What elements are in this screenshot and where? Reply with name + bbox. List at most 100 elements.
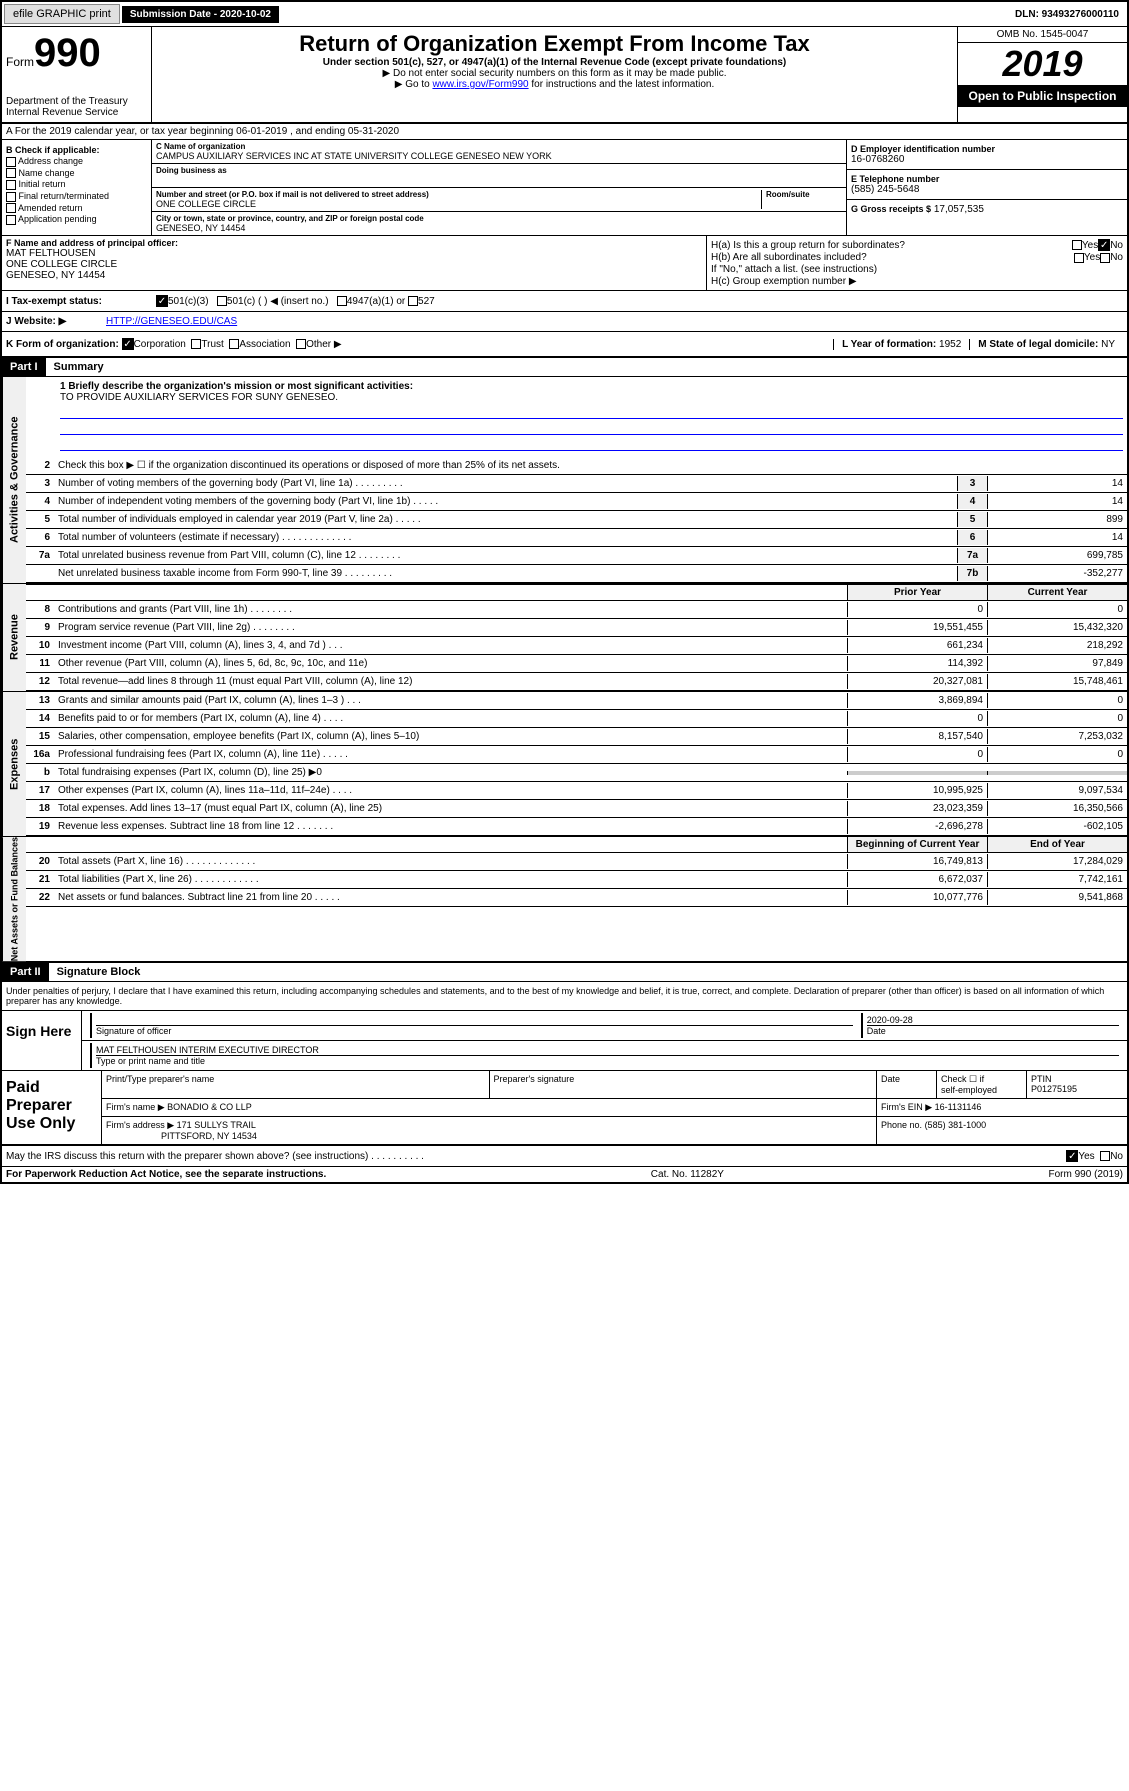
box-f-officer: F Name and address of principal officer:… (2, 236, 707, 290)
checkbox-application-pending[interactable] (6, 215, 16, 225)
lbl-amended-return: Amended return (18, 203, 83, 213)
city-state-zip: GENESEO, NY 14454 (156, 223, 842, 233)
governance-section: Activities & Governance 1 Briefly descri… (2, 377, 1127, 584)
line-num: 12 (26, 676, 54, 687)
prior-year-value: 3,869,894 (847, 693, 987, 708)
line-desc: Grants and similar amounts paid (Part IX… (54, 693, 847, 708)
irs-link[interactable]: www.irs.gov/Form990 (432, 79, 528, 90)
current-year-value: 15,432,320 (987, 620, 1127, 635)
box-c-org-info: C Name of organization CAMPUS AUXILIARY … (152, 140, 847, 235)
discuss-yes-checkbox[interactable]: ✓ (1066, 1150, 1078, 1162)
table-row: 19 Revenue less expenses. Subtract line … (26, 818, 1127, 836)
hb-yes-checkbox[interactable] (1074, 253, 1084, 263)
table-row: Net unrelated business taxable income fr… (26, 565, 1127, 583)
checkbox-name-change[interactable] (6, 168, 16, 178)
lbl-final-return: Final return/terminated (19, 191, 110, 201)
box-b-checkboxes: B Check if applicable: Address change Na… (2, 140, 152, 235)
discuss-row: May the IRS discuss this return with the… (2, 1146, 1127, 1167)
efile-print-button[interactable]: efile GRAPHIC print (4, 4, 120, 24)
line-num: 16a (26, 749, 54, 760)
table-row: 20 Total assets (Part X, line 16) . . . … (26, 853, 1127, 871)
dba-label: Doing business as (156, 166, 842, 175)
table-row: 17 Other expenses (Part IX, column (A), … (26, 782, 1127, 800)
revenue-section: Revenue Prior YearCurrent Year 8 Contrib… (2, 584, 1127, 692)
revenue-label: Revenue (2, 584, 26, 691)
m-label: M State of legal domicile: (978, 339, 1098, 350)
line-desc: Net assets or fund balances. Subtract li… (54, 890, 847, 905)
line-num: 4 (26, 496, 54, 507)
discuss-no-checkbox[interactable] (1100, 1151, 1110, 1161)
gross-receipts-value: 17,057,535 (934, 204, 984, 215)
prep-date-hdr: Date (877, 1071, 937, 1098)
current-year-value: 7,742,161 (987, 872, 1127, 887)
k-other-lbl: Other ▶ (306, 339, 341, 350)
prior-year-value: 16,749,813 (847, 854, 987, 869)
checkbox-address-change[interactable] (6, 157, 16, 167)
status-4947-checkbox[interactable] (337, 296, 347, 306)
line-ref: 7b (957, 566, 987, 581)
line-num: 14 (26, 713, 54, 724)
box-h: H(a) Is this a group return for subordin… (707, 236, 1127, 290)
line-num: 17 (26, 785, 54, 796)
line-num: 20 (26, 856, 54, 867)
expenses-section: Expenses 13 Grants and similar amounts p… (2, 692, 1127, 837)
cell-blank (987, 771, 1127, 775)
current-year-value: 0 (987, 747, 1127, 762)
line-value: 14 (987, 530, 1127, 545)
ein-label: D Employer identification number (851, 144, 1123, 154)
paid-preparer-section: Paid Preparer Use Only Print/Type prepar… (2, 1071, 1127, 1146)
form-org-row: K Form of organization: ✓ Corporation Tr… (2, 332, 1127, 358)
ha-no-checkbox[interactable]: ✓ (1098, 239, 1110, 251)
form-word: Form (6, 55, 34, 69)
table-row: 4 Number of independent voting members o… (26, 493, 1127, 511)
status-501c-checkbox[interactable] (217, 296, 227, 306)
line-ref: 6 (957, 530, 987, 545)
department: Department of the Treasury Internal Reve… (6, 96, 147, 118)
line-value: 14 (987, 494, 1127, 509)
line-desc: Other revenue (Part VIII, column (A), li… (54, 656, 847, 671)
prior-year-value: 10,995,925 (847, 783, 987, 798)
firm-name-lbl: Firm's name ▶ (106, 1102, 165, 1112)
website-row: J Website: ▶ HTTP://GENESEO.EDU/CAS (2, 312, 1127, 332)
footer-right: Form 990 (2019) (1049, 1169, 1123, 1180)
hc-question: H(c) Group exemption number ▶ (711, 276, 857, 287)
website-link[interactable]: HTTP://GENESEO.EDU/CAS (106, 316, 237, 327)
checkbox-final-return[interactable] (6, 192, 16, 202)
address-label: Number and street (or P.O. box if mail i… (156, 190, 761, 199)
ha-yes-checkbox[interactable] (1072, 240, 1082, 250)
self-emp-check-lbl: Check ☐ if (941, 1074, 984, 1084)
k-trust-checkbox[interactable] (191, 339, 201, 349)
prior-year-value: 6,672,037 (847, 872, 987, 887)
top-bar: efile GRAPHIC print Submission Date - 20… (2, 2, 1127, 27)
table-row: 5 Total number of individuals employed i… (26, 511, 1127, 529)
line-num: b (26, 767, 54, 778)
hb-no-checkbox[interactable] (1100, 253, 1110, 263)
k-other-checkbox[interactable] (296, 339, 306, 349)
checkbox-amended-return[interactable] (6, 203, 16, 213)
lbl-address-change: Address change (18, 156, 83, 166)
dln: DLN: 93493276000110 (1007, 6, 1127, 23)
signature-officer-label: Signature of officer (96, 1025, 853, 1036)
sign-here-label: Sign Here (2, 1011, 82, 1070)
line-ref: 5 (957, 512, 987, 527)
status-501c3-checkbox[interactable]: ✓ (156, 295, 168, 307)
table-row: 11 Other revenue (Part VIII, column (A),… (26, 655, 1127, 673)
line-value: -352,277 (987, 566, 1127, 581)
line-desc: Number of independent voting members of … (54, 494, 957, 509)
firm-addr1: 171 SULLYS TRAIL (177, 1120, 256, 1130)
form-number-cell: Form990 Department of the Treasury Inter… (2, 27, 152, 122)
form-title: Return of Organization Exempt From Incom… (156, 31, 953, 57)
k-assoc-checkbox[interactable] (229, 339, 239, 349)
lbl-name-change: Name change (19, 168, 75, 178)
status-527-checkbox[interactable] (408, 296, 418, 306)
checkbox-initial-return[interactable] (6, 180, 16, 190)
line-num: 7a (26, 550, 54, 561)
k-corp-checkbox[interactable]: ✓ (122, 338, 134, 350)
current-year-value: 15,748,461 (987, 674, 1127, 689)
governance-label: Activities & Governance (2, 377, 26, 583)
hdr-beginning-year: Beginning of Current Year (847, 837, 987, 852)
line-desc: Total expenses. Add lines 13–17 (must eq… (54, 801, 847, 816)
hb-yes-lbl: Yes (1084, 252, 1100, 263)
line-ref: 7a (957, 548, 987, 563)
current-year-value: 9,541,868 (987, 890, 1127, 905)
